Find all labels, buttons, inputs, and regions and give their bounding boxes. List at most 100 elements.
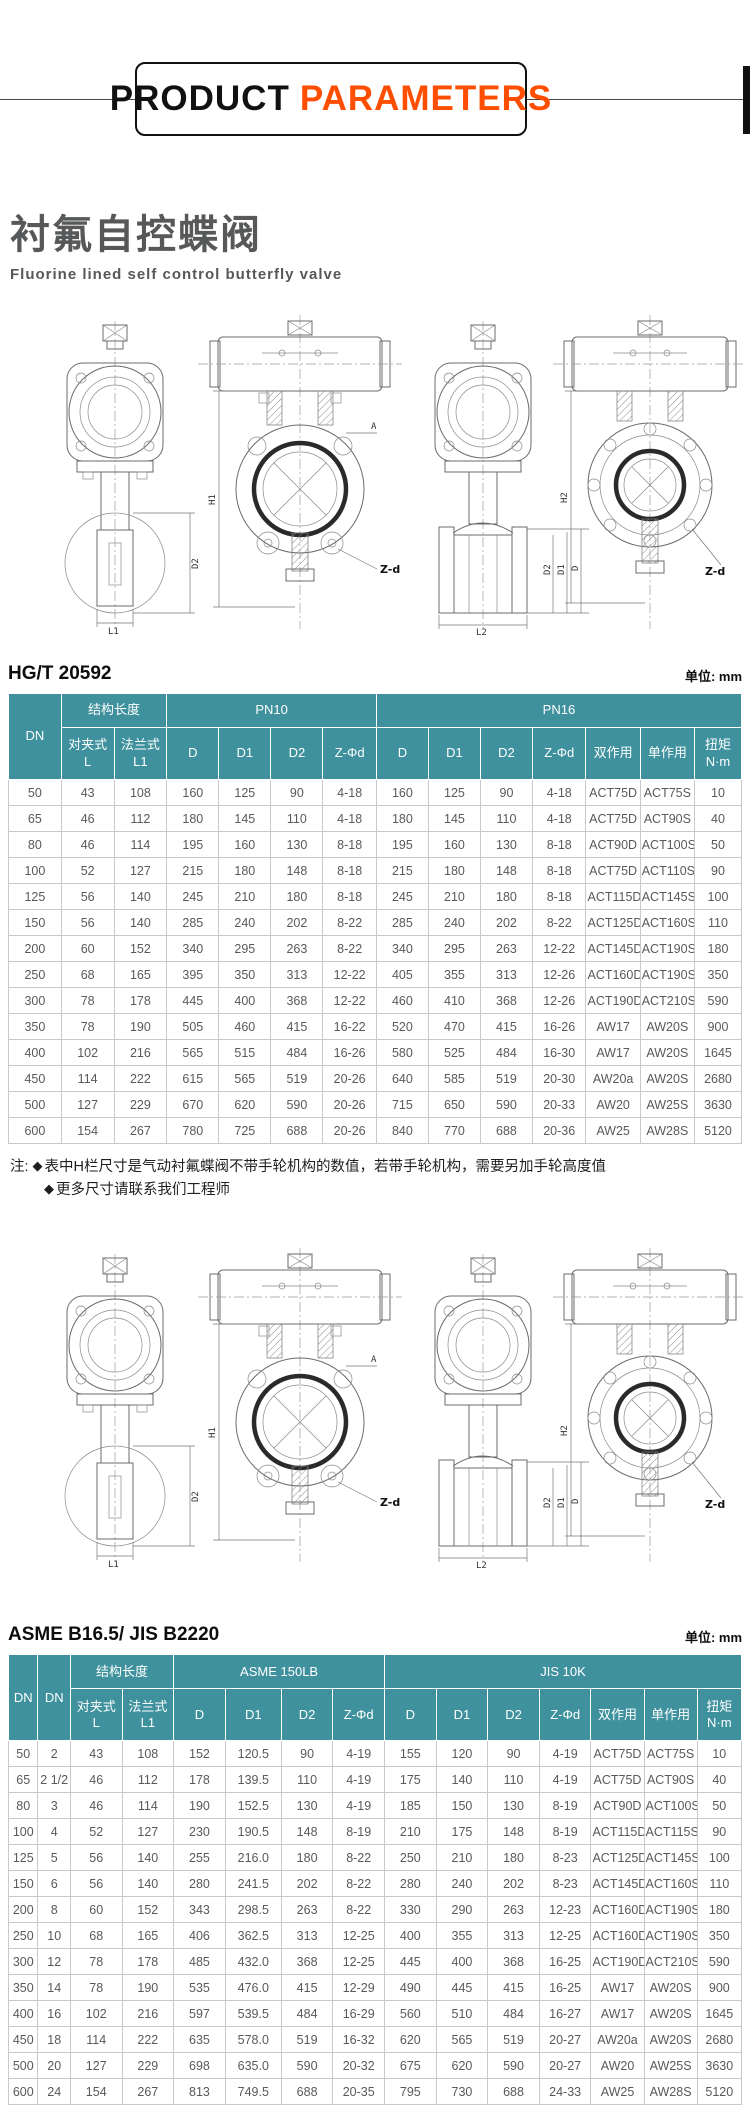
dimension-table-asme-jis: DN DN 结构长度 ASME 150LB JIS 10K 对夹式 L 法兰式 … — [7, 1654, 743, 2106]
value-cell: 190 — [121, 1974, 175, 2002]
note-bullet-icon: ◆ — [44, 1181, 54, 1197]
value-cell: 190.5 — [224, 1818, 282, 1846]
col-dn-inch: DN — [37, 1654, 71, 1742]
value-cell: 16-26 — [322, 1039, 377, 1066]
value-cell: 445 — [435, 1974, 489, 2002]
value-cell: ACT90S — [639, 805, 695, 832]
table-row: 400 16 102 216 597 539.5 484 16-29 560 510 484 16-2… — [7, 2000, 743, 2028]
svg-text:Z-d: Z-d — [380, 563, 400, 576]
value-cell: 18 — [37, 2026, 71, 2054]
table-row: 65 46 112 180 145 110 4-18 180 145 110 4-18 ACT75D A… — [8, 805, 743, 832]
value-cell: 484 — [479, 1039, 533, 1066]
value-cell: 510 — [435, 2000, 489, 2028]
table-row: 600 154 267 780 725 688 20-26 840 770 688 20-36 AW2… — [8, 1117, 743, 1144]
dn-cell: 350 — [8, 1013, 62, 1040]
col-group-pn10: PN10 — [166, 693, 377, 728]
value-cell: 415 — [280, 1974, 334, 2002]
value-cell: 485 — [173, 1948, 226, 1976]
value-cell: 4-18 — [531, 779, 587, 806]
value-cell: 102 — [69, 2000, 123, 2028]
value-cell: AW25S — [639, 1091, 695, 1118]
value-cell: 120 — [435, 1740, 489, 1768]
value-cell: 813 — [173, 2078, 226, 2106]
value-cell: 8-18 — [322, 857, 377, 884]
value-cell: 263 — [479, 935, 533, 962]
value-cell: 8-19 — [538, 1792, 592, 1820]
value-cell: 490 — [384, 1974, 437, 2002]
value-cell: 900 — [693, 1013, 743, 1040]
value-cell: 114 — [60, 1065, 115, 1092]
value-cell: 585 — [427, 1065, 481, 1092]
value-cell: 108 — [121, 1740, 175, 1768]
value-cell: 4-19 — [538, 1766, 592, 1794]
value-cell: 290 — [435, 1896, 489, 1924]
svg-text:D: D — [571, 1499, 581, 1504]
col-zphid: Z-Φd — [332, 1688, 386, 1742]
value-cell: 6 — [37, 1870, 71, 1898]
value-cell: 56 — [60, 883, 115, 910]
value-cell: AW20S — [639, 1039, 695, 1066]
table-row: 65 2 1/2 46 112 178 139.5 110 4-19 175 140 110 4-19… — [7, 1766, 743, 1794]
table-row: 300 12 78 178 485 432.0 368 12-25 445 400 368 16-25… — [7, 1948, 743, 1976]
value-cell: 350 — [696, 1922, 743, 1950]
value-cell: ACT210S — [643, 1948, 698, 1976]
value-cell: 900 — [696, 1974, 743, 2002]
dn-cell: 100 — [7, 1818, 39, 1846]
value-cell: 148 — [487, 1818, 540, 1846]
value-cell: 263 — [270, 935, 324, 962]
value-cell: 16-22 — [322, 1013, 377, 1040]
dn-cell: 65 — [7, 1766, 39, 1794]
value-cell: ACT145S — [639, 883, 695, 910]
value-cell: 180 — [696, 1896, 743, 1924]
note-bullet-icon: ◆ — [32, 1158, 43, 1173]
value-cell: 185 — [384, 1792, 437, 1820]
value-cell: 110 — [696, 1870, 743, 1898]
value-cell: ACT190S — [639, 961, 695, 988]
value-cell: ACT90S — [643, 1766, 698, 1794]
value-cell: 519 — [487, 2026, 540, 2054]
value-cell: 350 — [218, 961, 272, 988]
value-cell: 355 — [435, 1922, 489, 1950]
value-cell: 24 — [37, 2078, 71, 2106]
col-d1: D1 — [435, 1688, 489, 1742]
value-cell: 180 — [479, 883, 533, 910]
value-cell: 210 — [435, 1844, 489, 1872]
value-cell: 343 — [173, 1896, 226, 1924]
svg-text:D1: D1 — [557, 564, 567, 575]
value-cell: 240 — [435, 1870, 489, 1898]
value-cell: 20-26 — [322, 1091, 377, 1118]
standard-name-1: HG/T 20592 — [8, 663, 112, 684]
value-cell: ACT160D — [585, 961, 641, 988]
value-cell: AW20S — [643, 1974, 698, 2002]
value-cell: 5120 — [696, 2078, 743, 2106]
value-cell: 245 — [166, 883, 220, 910]
value-cell: 16-25 — [538, 1974, 592, 2002]
value-cell: 180 — [270, 883, 324, 910]
value-cell: 178 — [113, 987, 168, 1014]
valve-technical-drawing: D2 L1 — [64, 1248, 743, 1571]
table-row: 150 56 140 285 240 202 8-22 285 240 202 8-22 ACT125… — [8, 909, 743, 936]
value-cell: 535 — [173, 1974, 226, 2002]
value-cell: 8-22 — [531, 909, 587, 936]
dn-cell: 80 — [7, 1792, 39, 1820]
value-cell: 10 — [693, 779, 743, 806]
drawing-wafer-front-view: H1 A Z-d — [198, 315, 402, 629]
value-cell: 78 — [69, 1974, 123, 2002]
value-cell: 8-18 — [322, 883, 377, 910]
value-cell: 250 — [384, 1844, 437, 1872]
value-cell: 298.5 — [224, 1896, 282, 1924]
drawings-row-1: D2 L1 — [5, 307, 745, 638]
value-cell: 112 — [113, 805, 168, 832]
value-cell: 145 — [218, 805, 272, 832]
value-cell: 280 — [384, 1870, 437, 1898]
table-row: 125 5 56 140 255 216.0 180 8-22 250 210 180 8-23 ACT… — [7, 1844, 743, 1872]
value-cell: 415 — [479, 1013, 533, 1040]
value-cell: 519 — [270, 1065, 324, 1092]
drawing-wafer-side-view: D2 L1 — [64, 321, 201, 637]
value-cell: 4-18 — [322, 805, 377, 832]
dn-cell: 250 — [7, 1922, 39, 1950]
value-cell: 50 — [693, 831, 743, 858]
table-section-hgt20592: HG/T 20592 单位: mm DN 结构长度 PN10 PN16 对夹式 … — [8, 663, 743, 1144]
value-cell: 515 — [218, 1039, 272, 1066]
value-cell: 130 — [270, 831, 324, 858]
